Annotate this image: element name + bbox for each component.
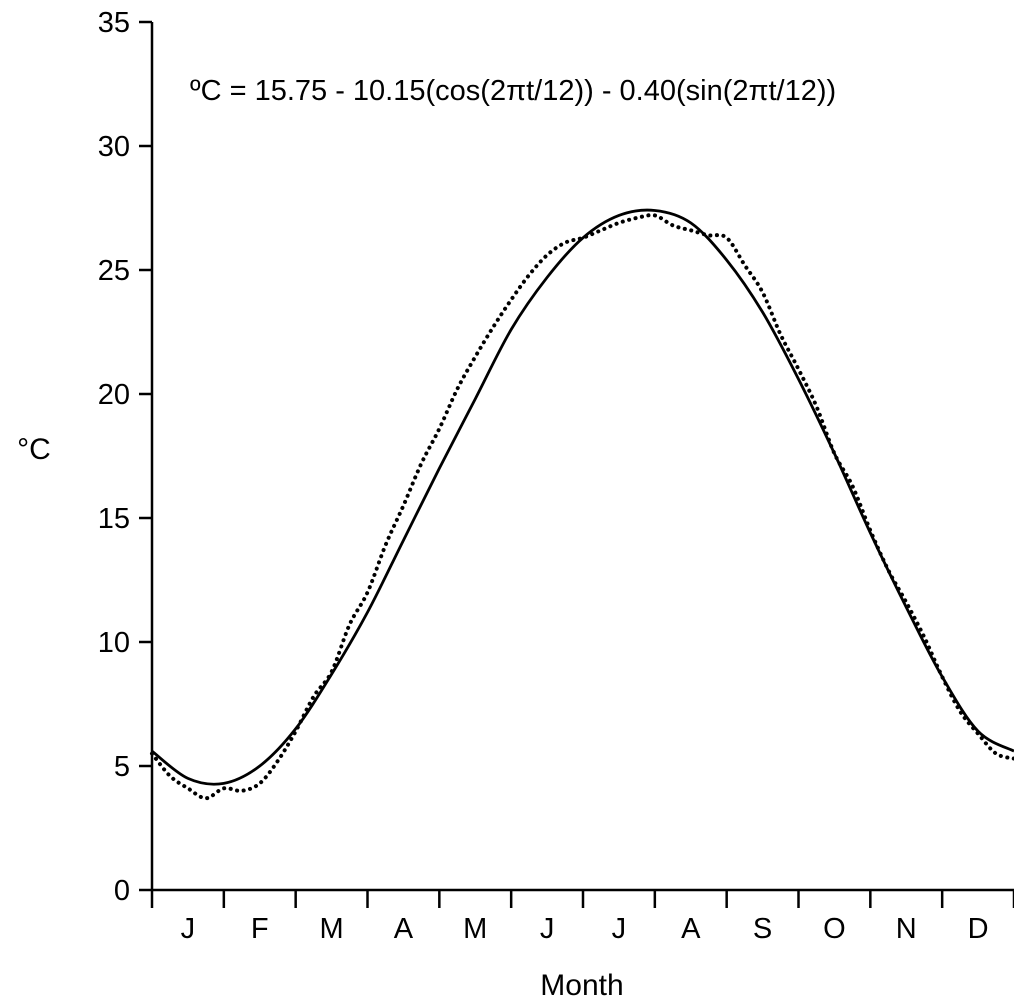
x-tick-label: M (463, 913, 487, 945)
x-tick-label: F (251, 913, 269, 945)
y-tick-label: 25 (98, 255, 130, 287)
fitted-series-solid-line (152, 210, 1014, 784)
x-tick-label: O (823, 913, 846, 945)
y-tick-label: 15 (98, 503, 130, 535)
y-axis-title: °C (17, 433, 51, 466)
y-tick-label: 5 (114, 751, 130, 783)
x-tick-label: A (394, 913, 414, 945)
y-tick-label: 35 (98, 7, 130, 39)
x-tick-label: J (612, 913, 627, 945)
axes-layer: 0 5 10 15 20 25 30 35 J F M A M J J A S O N D (98, 7, 1014, 945)
y-tick-label: 20 (98, 379, 130, 411)
y-tick-label: 0 (114, 875, 130, 907)
x-tick-label: N (896, 913, 917, 945)
model-equation-annotation: ºC = 15.75 - 10.15(cos(2πt/12)) - 0.40(s… (190, 75, 836, 107)
series-layer (152, 210, 1014, 798)
observed-series-dotted-line (152, 215, 1014, 798)
y-tick-label: 10 (98, 627, 130, 659)
x-tick-label: J (181, 913, 196, 945)
x-tick-label: S (753, 913, 772, 945)
x-tick-label: J (540, 913, 555, 945)
x-tick-label: D (968, 913, 989, 945)
y-tick-label: 30 (98, 131, 130, 163)
x-axis-title: Month (540, 969, 623, 1002)
x-tick-label: M (319, 913, 343, 945)
x-tick-label: A (681, 913, 701, 945)
